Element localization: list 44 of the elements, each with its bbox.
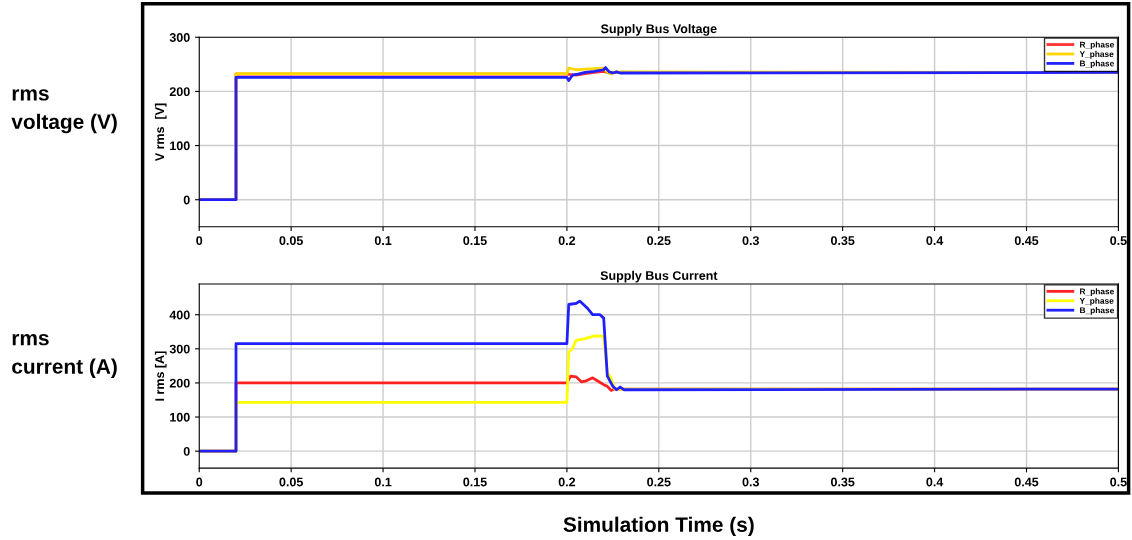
y-tick-label: 400 [169, 310, 190, 320]
chart-title: Supply Bus Voltage [600, 24, 717, 36]
x-tick-label: 0.15 [463, 236, 487, 246]
x-tick-label: 0.25 [647, 236, 671, 246]
x-tick-label: 0.45 [1014, 236, 1039, 246]
x-tick-label: 0 [196, 477, 203, 487]
x-tick-label: 0.05 [279, 477, 303, 487]
y-axis-title: I rms [A] [154, 351, 167, 401]
legend-label: Y_phase [1079, 297, 1114, 306]
x-tick-label: 0.25 [647, 477, 671, 487]
y-tick-label: 100 [170, 141, 190, 151]
x-tick-label: 0.05 [279, 236, 303, 246]
y-tick-label: 300 [169, 344, 190, 354]
x-tick-label: 0.5 [1110, 236, 1127, 246]
y-tick-label: 0 [183, 446, 190, 456]
x-tick-label: 0 [196, 236, 203, 246]
x-tick-label: 0.1 [374, 477, 392, 487]
chart-title: Supply Bus Current [600, 270, 718, 283]
x-tick-label: 0.45 [1014, 477, 1039, 487]
x-tick-label: 0.35 [830, 477, 855, 487]
x-tick-label: 0.4 [926, 477, 944, 487]
text: rms current (A) [12, 333, 117, 378]
x-tick-label: 0.4 [926, 236, 944, 246]
x-tick-label: 0.15 [463, 477, 487, 487]
y-tick-label: 200 [169, 378, 190, 388]
x-tick-label: 0.1 [374, 236, 392, 246]
x-tick-label: 0.5 [1110, 477, 1127, 487]
x-tick-label: 0.2 [558, 477, 576, 487]
y-axis-title: V rms [V] [154, 103, 167, 162]
text: rms voltage (V) [11, 89, 117, 134]
x-tick-label: 0.2 [558, 236, 576, 246]
legend-label: R_phase [1080, 288, 1114, 296]
y-tick-label: 200 [169, 87, 190, 97]
y-tick-label: 100 [170, 412, 190, 422]
x-tick-label: 0.3 [742, 477, 759, 487]
x-axis-title: Simulation Time (s) [563, 516, 754, 537]
y-tick-label: 300 [169, 33, 190, 42]
legend-label: Y_phase [1079, 50, 1114, 59]
legend-label: B_phase [1080, 60, 1114, 69]
legend-label: R_phase [1080, 41, 1114, 50]
legend-label: B_phase [1080, 307, 1114, 315]
x-tick-label: 0.35 [830, 236, 855, 246]
y-tick-label: 0 [183, 195, 190, 205]
x-tick-label: 0.3 [742, 236, 759, 246]
